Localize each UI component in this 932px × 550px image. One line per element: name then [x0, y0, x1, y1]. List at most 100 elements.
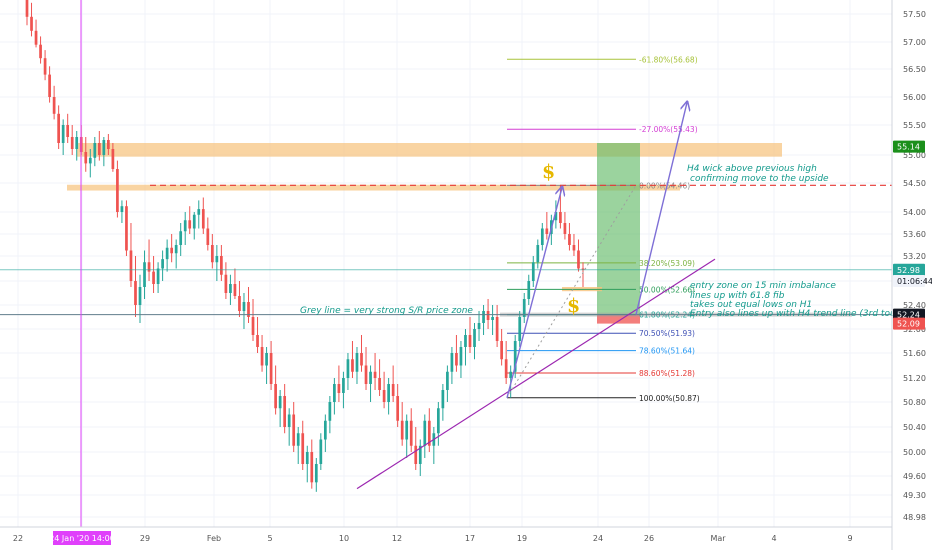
price-tag — [893, 263, 925, 276]
candle-body — [283, 396, 287, 427]
candle-body — [486, 311, 490, 320]
candle-body — [102, 140, 106, 155]
price-axis[interactable]: 57.50 57.00 56.50 56.00 55.50 55.00 54.50 54.00… — [891, 0, 926, 550]
price-tick-label: 48.98 — [903, 513, 926, 522]
candle-body — [242, 302, 246, 311]
candle-body — [540, 228, 544, 245]
candle-body — [509, 371, 513, 378]
candle-body — [215, 256, 219, 263]
candle-body — [220, 256, 223, 275]
candle-body — [314, 464, 318, 483]
candle-body — [165, 247, 169, 260]
price-tick-label: 56.00 — [903, 93, 926, 102]
price-tick-label: 51.20 — [903, 374, 926, 383]
candle-body — [43, 58, 47, 75]
fib-label: 70.50%(51.93) — [639, 329, 695, 338]
price-tick-label: 52.40 — [903, 301, 926, 310]
candle-body — [545, 228, 549, 234]
price-tag — [893, 140, 925, 153]
drawings — [0, 0, 892, 527]
candle-body — [360, 353, 363, 366]
candle-body — [527, 281, 531, 299]
candle-body — [522, 299, 526, 317]
fib-label: -27.00%(55.43) — [639, 125, 698, 134]
candle-body — [39, 44, 42, 59]
time-cursor-tag — [53, 531, 111, 545]
candle-body — [459, 347, 463, 366]
time-tick-label: 5 — [267, 534, 272, 543]
time-tick-label: 9 — [847, 534, 852, 543]
candle-body — [351, 359, 354, 372]
price-tag-label: 52.09 — [897, 320, 920, 329]
wick-note-line1: H4 wick above previous high — [687, 164, 817, 174]
price-tag — [893, 317, 925, 330]
candle-body — [500, 341, 503, 360]
price-tick-label: 54.50 — [903, 179, 926, 188]
candle-body — [391, 384, 395, 396]
candle-body — [450, 353, 454, 372]
candle-body — [418, 445, 422, 464]
candle-body — [323, 420, 327, 440]
candle-body — [423, 420, 427, 446]
candle-body — [364, 365, 368, 384]
lower-sr-zone — [67, 184, 680, 191]
candle-body — [183, 220, 187, 232]
time-axis[interactable]: 22 24 Jan '20 14:00 29 Feb 5 10 12 17 19 24 26 Mar 4… — [0, 526, 892, 545]
candle-body — [473, 329, 476, 347]
candle-body — [66, 125, 70, 137]
fib-label: 88.60%(51.28) — [639, 369, 695, 378]
candle-body — [161, 259, 164, 269]
dollar-top-marker: $ — [542, 161, 555, 183]
candle-body — [436, 408, 440, 434]
candle-body — [156, 268, 160, 284]
candle-body — [301, 433, 305, 464]
price-tick-label: 50.80 — [903, 398, 926, 407]
candle-body — [125, 206, 128, 251]
time-tick-label: 10 — [339, 534, 349, 543]
candle-body — [559, 212, 562, 223]
time-tick-label: Mar — [710, 534, 726, 543]
candle-body — [477, 323, 481, 329]
price-tick-label: 54.00 — [903, 208, 926, 217]
entry-note-line4: Entry also lines up with H4 trend line (… — [690, 309, 910, 319]
candle-body — [464, 335, 467, 347]
candle-body — [229, 284, 232, 293]
candle-body — [152, 271, 155, 284]
time-tick-label: 4 — [771, 534, 776, 543]
candle-body — [342, 378, 345, 393]
candle-body — [568, 234, 571, 245]
stop-box — [597, 314, 640, 324]
candle-body — [577, 250, 580, 269]
candle-body — [441, 390, 445, 409]
candle-body — [269, 353, 273, 384]
price-tag-label: 01:06:44 — [897, 277, 932, 286]
candle-body — [143, 262, 146, 287]
candle-body — [414, 445, 418, 464]
candle-body — [369, 371, 372, 384]
candle-body — [504, 359, 508, 378]
candle-body — [337, 384, 341, 393]
candle-body — [48, 74, 51, 97]
candle-body — [224, 274, 228, 293]
price-tag — [893, 275, 925, 287]
sr-note: Grey line = very strong S/R price zone — [300, 306, 473, 316]
price-tick-label: 51.60 — [903, 349, 926, 358]
candle-body — [25, 0, 29, 17]
price-tick-label: 53.60 — [903, 230, 926, 239]
candle-body — [554, 212, 558, 221]
candle-body — [310, 452, 314, 483]
candle-body — [513, 341, 517, 372]
candle-body — [120, 206, 124, 212]
price-tick-label: 50.00 — [903, 448, 926, 457]
price-tick-label: 57.00 — [903, 38, 926, 47]
candle-body — [256, 335, 259, 347]
candle-body — [201, 209, 205, 229]
plot-background — [0, 0, 892, 527]
candle-body — [61, 125, 65, 143]
candle-body — [179, 231, 183, 245]
time-tick-label: 19 — [517, 534, 527, 543]
time-tick-label: 24 Jan '20 14:00 — [49, 534, 115, 543]
candle-body — [88, 157, 92, 164]
candle-body — [97, 143, 101, 155]
